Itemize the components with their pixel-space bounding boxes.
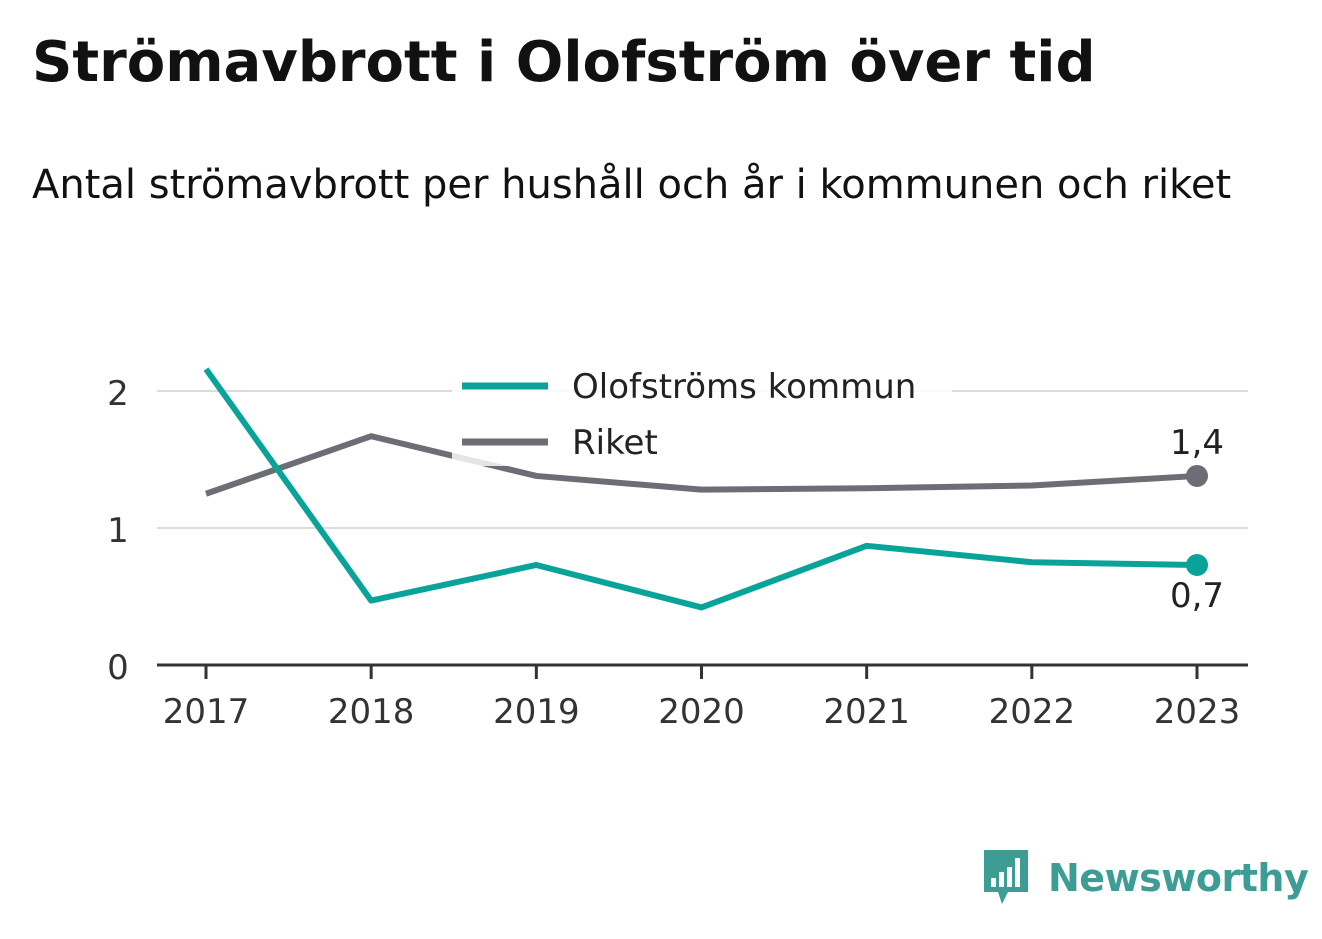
series-line-kommun xyxy=(203,367,1198,611)
series-end-point xyxy=(1186,553,1208,576)
axes: 0 1 2 2017 2018 2019 2020 2021 2022 2023 xyxy=(107,374,1248,732)
series xyxy=(203,367,1208,611)
y-tick-label: 1 xyxy=(107,511,129,551)
y-tick-label: 2 xyxy=(107,374,129,414)
x-tick-label: 2021 xyxy=(823,692,910,732)
end-label-kommun: 0,7 xyxy=(1170,576,1224,616)
x-tick-label: 2018 xyxy=(328,692,415,732)
x-tick-label: 2019 xyxy=(493,692,580,732)
series-line-riket xyxy=(205,433,1198,497)
legend-label: Olofströms kommun xyxy=(572,367,916,407)
end-label-riket: 1,4 xyxy=(1170,423,1224,463)
end-labels: 1,4 0,7 xyxy=(1170,423,1224,616)
legend: Olofströms kommun Riket xyxy=(452,362,952,466)
chart-title: Strömavbrott i Olofström över tid xyxy=(32,30,1096,95)
series-end-point xyxy=(1186,464,1208,487)
brand-name: Newsworthy xyxy=(1048,856,1309,900)
x-tick-label: 2017 xyxy=(163,692,250,732)
x-tick-label: 2020 xyxy=(658,692,745,732)
legend-background xyxy=(452,362,952,466)
bar-chart-speech-bubble-icon xyxy=(984,850,1028,904)
legend-label: Riket xyxy=(572,423,658,463)
x-tick-label: 2023 xyxy=(1154,692,1241,732)
chart-subtitle: Antal strömavbrott per hushåll och år i … xyxy=(32,162,1232,208)
y-tick-label: 0 xyxy=(107,648,129,688)
newsworthy-logo: Newsworthy xyxy=(982,848,1309,908)
x-tick-label: 2022 xyxy=(989,692,1076,732)
